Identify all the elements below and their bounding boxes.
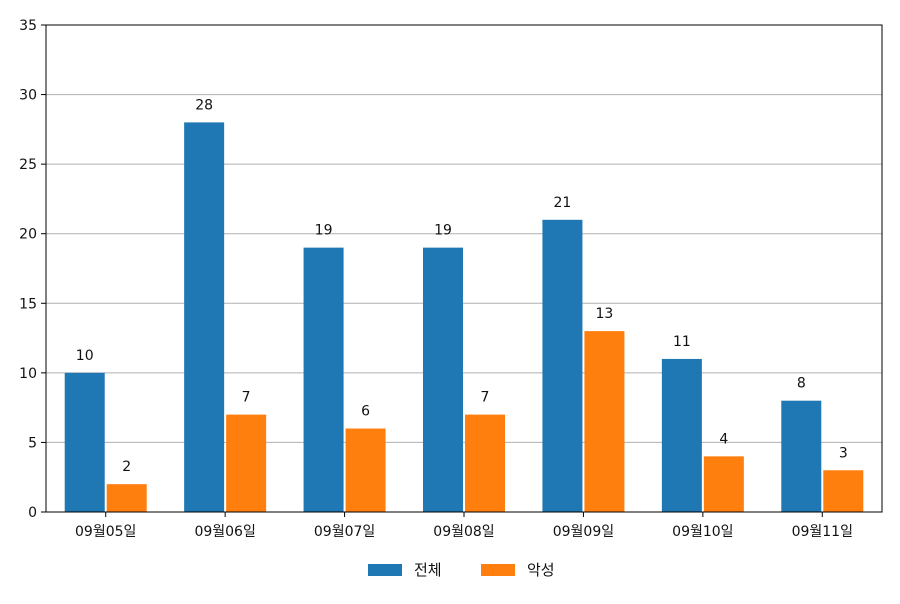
gridlines	[46, 94, 882, 443]
bar-value-label: 7	[242, 390, 251, 406]
data-labels: 10 2 28 7 19 6 19 7 21 13 11 4 8 3	[76, 97, 848, 475]
x-tick-label: 09월10일	[672, 524, 733, 540]
bar-malicious	[226, 414, 267, 512]
legend-label: 악성	[527, 561, 555, 579]
bar-total	[661, 358, 702, 512]
bar-malicious	[823, 470, 864, 512]
bar-malicious	[106, 484, 147, 512]
x-tick-label: 09월08일	[433, 524, 494, 540]
y-tick-label: 15	[19, 296, 37, 312]
bar-total	[542, 219, 583, 513]
bar-value-label: 10	[76, 348, 94, 364]
x-tick-label: 09월11일	[792, 524, 853, 540]
bar-value-label: 11	[673, 334, 691, 350]
bar-malicious	[703, 456, 744, 512]
legend-swatch	[368, 564, 402, 576]
y-tick-label: 35	[19, 18, 37, 34]
axes: 0 5 10 15 20 25 30 35 09월05일 09월06일 09월07일 09월08일 09…	[19, 18, 883, 540]
bar-value-label: 13	[596, 306, 614, 322]
bar-value-label: 19	[315, 223, 333, 239]
y-tick-label: 30	[19, 88, 37, 104]
y-tick-label: 10	[19, 366, 37, 382]
x-tick-label: 09월06일	[194, 524, 255, 540]
bar-malicious	[345, 428, 386, 512]
bar-malicious	[465, 414, 505, 512]
y-tick-label: 20	[19, 227, 37, 243]
y-tick-label: 25	[19, 157, 37, 173]
plot-frame	[45, 24, 883, 513]
bar-value-label: 28	[195, 97, 213, 113]
bar-total	[64, 372, 105, 512]
bar-total	[423, 247, 463, 512]
bar-value-label: 2	[122, 459, 131, 475]
legend-swatch	[481, 564, 515, 576]
legend: 전체 악성	[368, 561, 555, 579]
bar-total	[781, 400, 822, 512]
y-tick-label: 0	[28, 505, 37, 521]
bar-value-label: 7	[481, 390, 490, 406]
x-tick-label: 09월09일	[553, 524, 614, 540]
legend-label: 전체	[414, 561, 442, 579]
bar-malicious	[584, 331, 625, 512]
y-tick-label: 5	[28, 435, 37, 451]
bar-value-label: 3	[839, 445, 848, 461]
bar-total	[303, 247, 344, 512]
bar-value-label: 21	[554, 195, 572, 211]
bar-total	[184, 122, 225, 513]
bar-value-label: 6	[361, 404, 370, 420]
x-tick-label: 09월05일	[75, 524, 136, 540]
x-tick-label: 09월07일	[314, 524, 375, 540]
bar-value-label: 8	[797, 376, 806, 392]
bars	[64, 122, 864, 513]
bar-value-label: 19	[434, 223, 452, 239]
bar-value-label: 4	[719, 431, 728, 447]
